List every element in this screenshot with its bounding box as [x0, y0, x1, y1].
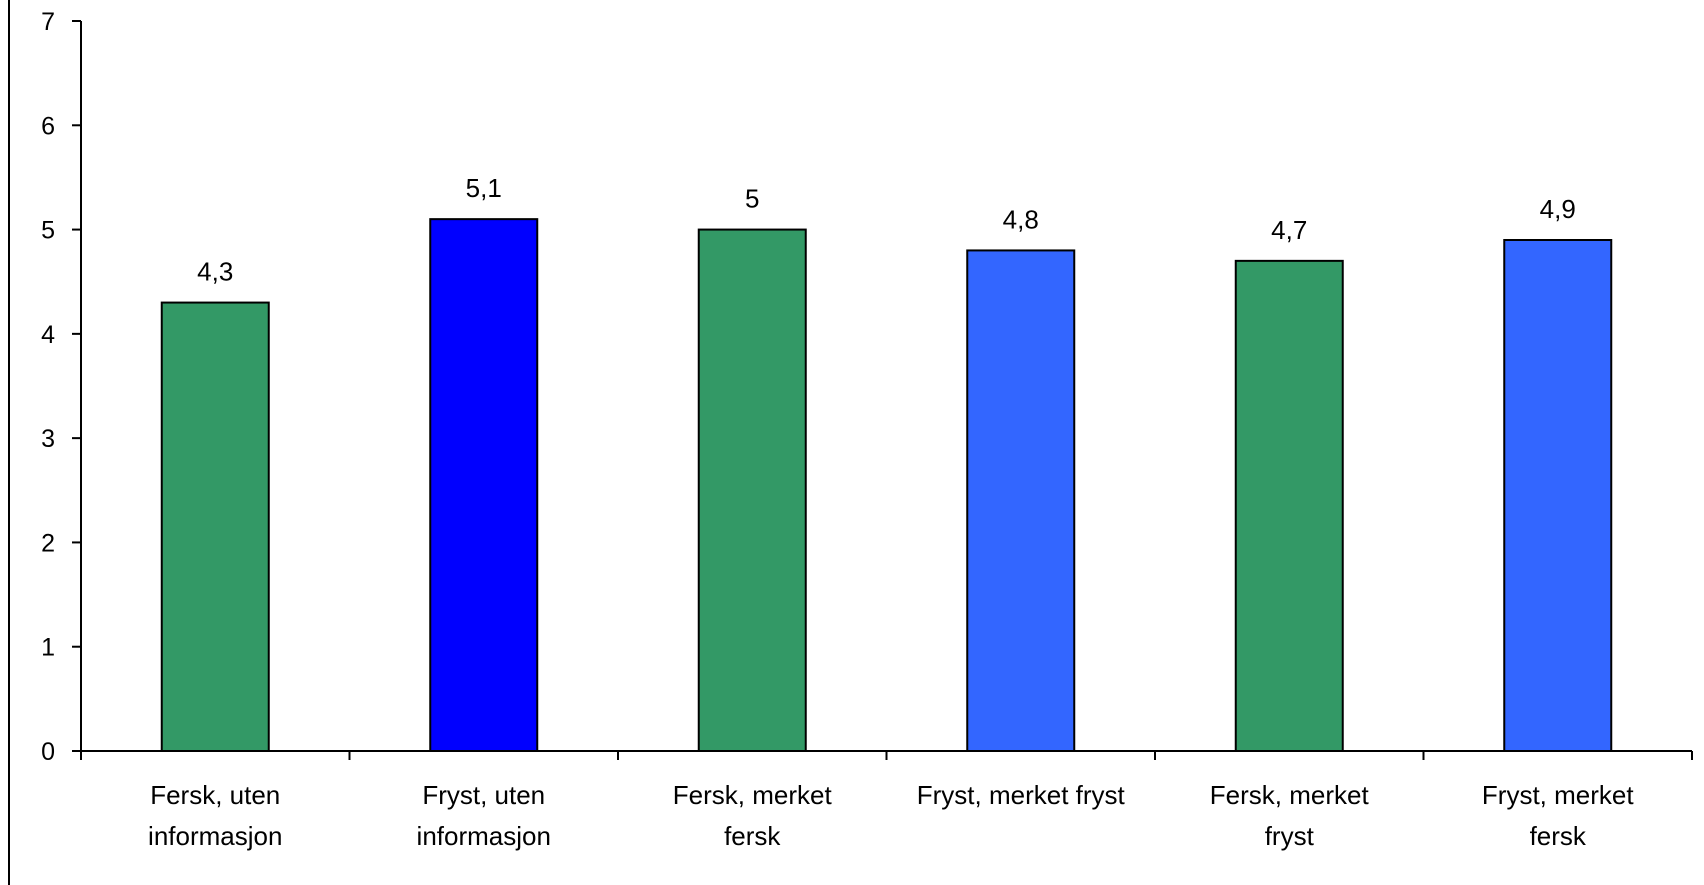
x-category-label-line: Fersk, merket [1210, 780, 1370, 810]
y-tick-label: 4 [41, 321, 55, 349]
x-category-label-line: fersk [724, 821, 781, 851]
data-label: 4,8 [1003, 204, 1039, 234]
x-category-label-line: Fryst, merket fryst [917, 780, 1126, 810]
x-category-label-line: Fersk, merket [673, 780, 833, 810]
x-category-label: Fryst, uten informasjon [417, 780, 551, 851]
y-tick-label: 7 [41, 8, 55, 36]
x-category-label-line: informasjon [148, 821, 282, 851]
x-category-label: Fryst, merket fryst [917, 780, 1126, 810]
x-category-label-line: informasjon [417, 821, 551, 851]
bars [160, 218, 1613, 753]
data-label: 4,7 [1271, 215, 1307, 245]
x-category-label: Fersk, uten informasjon [148, 780, 282, 851]
y-tick-label: 3 [41, 425, 55, 453]
category-labels: Fersk, uten informasjon Fryst, uten informa… [148, 780, 1634, 851]
bar [160, 301, 270, 752]
x-category-label: Fersk, merket fersk [673, 780, 833, 851]
data-label: 5,1 [466, 173, 502, 203]
x-category-label-line: fersk [1530, 821, 1587, 851]
x-category-label-line: Fryst, uten [422, 780, 545, 810]
x-category-label-line: Fersk, uten [150, 780, 280, 810]
bar [429, 218, 539, 752]
bar [966, 249, 1076, 753]
data-label: 4,9 [1540, 194, 1576, 224]
x-category-label-line: Fryst, merket [1482, 780, 1634, 810]
x-category-label-line: fryst [1265, 821, 1315, 851]
bar [1234, 259, 1344, 752]
data-label: 4,3 [197, 257, 233, 287]
y-tick-label: 2 [41, 529, 55, 557]
bar [1503, 239, 1613, 752]
bar [697, 228, 807, 753]
y-tick-label: 5 [41, 217, 55, 245]
data-labels: 4,3 5,1 5 4,8 4,7 4,9 [197, 173, 1576, 286]
x-axis [80, 750, 1693, 760]
y-tick-label: 6 [41, 112, 55, 140]
y-axis: 0 1 2 3 4 5 6 7 [41, 8, 82, 766]
x-category-label: Fryst, merket fersk [1482, 780, 1634, 851]
x-category-label: Fersk, merket fryst [1210, 780, 1370, 851]
y-tick-label: 0 [41, 738, 55, 766]
data-label: 5 [745, 184, 759, 214]
y-tick-label: 1 [41, 634, 55, 662]
